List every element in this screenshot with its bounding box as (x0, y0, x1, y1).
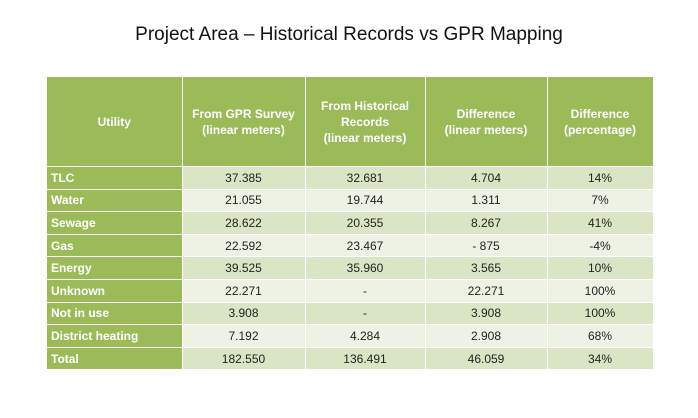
cell: 46.059 (425, 346, 548, 370)
cell: 4.704 (425, 166, 548, 190)
cell: 3.908 (182, 301, 306, 325)
table-row: Energy 39.525 35.960 3.565 10% (47, 256, 654, 280)
table-body: TLC 37.385 32.681 4.704 14% Water 21.055 19.744… (47, 166, 654, 370)
header-cell: From GPR Survey (linear meters) (182, 77, 306, 167)
header-line: Utility (97, 114, 131, 129)
header-line: (linear meters) (323, 130, 407, 145)
table-row: TLC 37.385 32.681 4.704 14% (47, 166, 654, 190)
cell: 35.960 (305, 256, 426, 280)
header-line: Difference (570, 106, 630, 121)
cell: 21.055 (182, 188, 306, 212)
row-label: Sewage (47, 211, 183, 235)
cell: 28.622 (182, 211, 306, 235)
cell: 20.355 (305, 211, 426, 235)
cell: 32.681 (305, 166, 426, 190)
row-label: TLC (47, 166, 183, 190)
data-table: Utility From GPR Survey (linear meters) Fro… (47, 77, 654, 370)
cell: -4% (547, 233, 654, 257)
cell: 23.467 (305, 233, 426, 257)
cell: - (305, 301, 426, 325)
row-label: Water (47, 188, 183, 212)
table-row: Gas 22.592 23.467- 875 -4% (47, 233, 654, 257)
row-label: District heating (47, 324, 183, 348)
table-row: District heating 7.192 4.284 2.908 68% (47, 324, 654, 348)
cell: 22.271 (182, 278, 306, 303)
cell: 39.525 (182, 256, 306, 280)
header-line: From Historical (320, 98, 410, 113)
cell: 3.908 (425, 301, 548, 325)
header-line: From GPR Survey (192, 106, 295, 121)
cell: 22.592 (182, 233, 306, 257)
cell: 136.491 (305, 346, 426, 370)
table-row: Not in use 3.908-3.908 100% (47, 301, 654, 325)
table-row: Water 21.055 19.744 1.311 7% (47, 188, 654, 212)
cell: 68% (547, 324, 654, 348)
row-label: Not in use (47, 301, 183, 325)
header-line: Records (340, 114, 390, 129)
row-label: Gas (47, 233, 183, 257)
row-label: Energy (47, 256, 183, 280)
row-label: Total (47, 346, 183, 370)
title: Project Area – Historical Records vs GPR… (135, 24, 563, 45)
header-cell: From Historical Records (linear meters) (305, 77, 426, 167)
header-line: (linear meters) (202, 122, 285, 137)
cell: 100% (547, 301, 654, 325)
cell: 10% (547, 256, 654, 280)
table-row: Sewage 28.622 20.355 8.267 41% (47, 211, 654, 235)
cell: - (305, 278, 426, 303)
header-cell: Difference (linear meters) (425, 77, 548, 167)
cell: 7.192 (182, 324, 306, 348)
cell: 34% (547, 346, 654, 370)
cell: 8.267 (425, 211, 548, 235)
table-row: Unknown 22.271-22.271 100% (47, 278, 654, 303)
cell: 37.385 (182, 166, 306, 190)
cell: 4.284 (305, 324, 426, 348)
cell: 100% (547, 278, 654, 303)
cell: 182.550 (182, 346, 306, 370)
header-line: (percentage) (563, 122, 637, 137)
cell: 14% (547, 166, 654, 190)
header-row: Utility From GPR Survey (linear meters) Fro… (47, 77, 654, 167)
header-cell: Utility (47, 77, 183, 167)
cell: 2.908 (425, 324, 548, 348)
cell: 41% (547, 211, 654, 235)
cell: 1.311 (425, 188, 548, 212)
cell: 3.565 (425, 256, 548, 280)
cell: - 875 (425, 233, 548, 257)
header-cell: Difference (percentage) (547, 77, 654, 167)
cell: 19.744 (305, 188, 426, 212)
table-row: Total 182.550 136.491 46.059 34% (47, 346, 654, 370)
header-line: Difference (456, 106, 516, 121)
cell: 7% (547, 188, 654, 212)
row-label: Unknown (47, 278, 183, 303)
header-line: (linear meters) (444, 122, 528, 137)
cell: 22.271 (425, 278, 548, 303)
